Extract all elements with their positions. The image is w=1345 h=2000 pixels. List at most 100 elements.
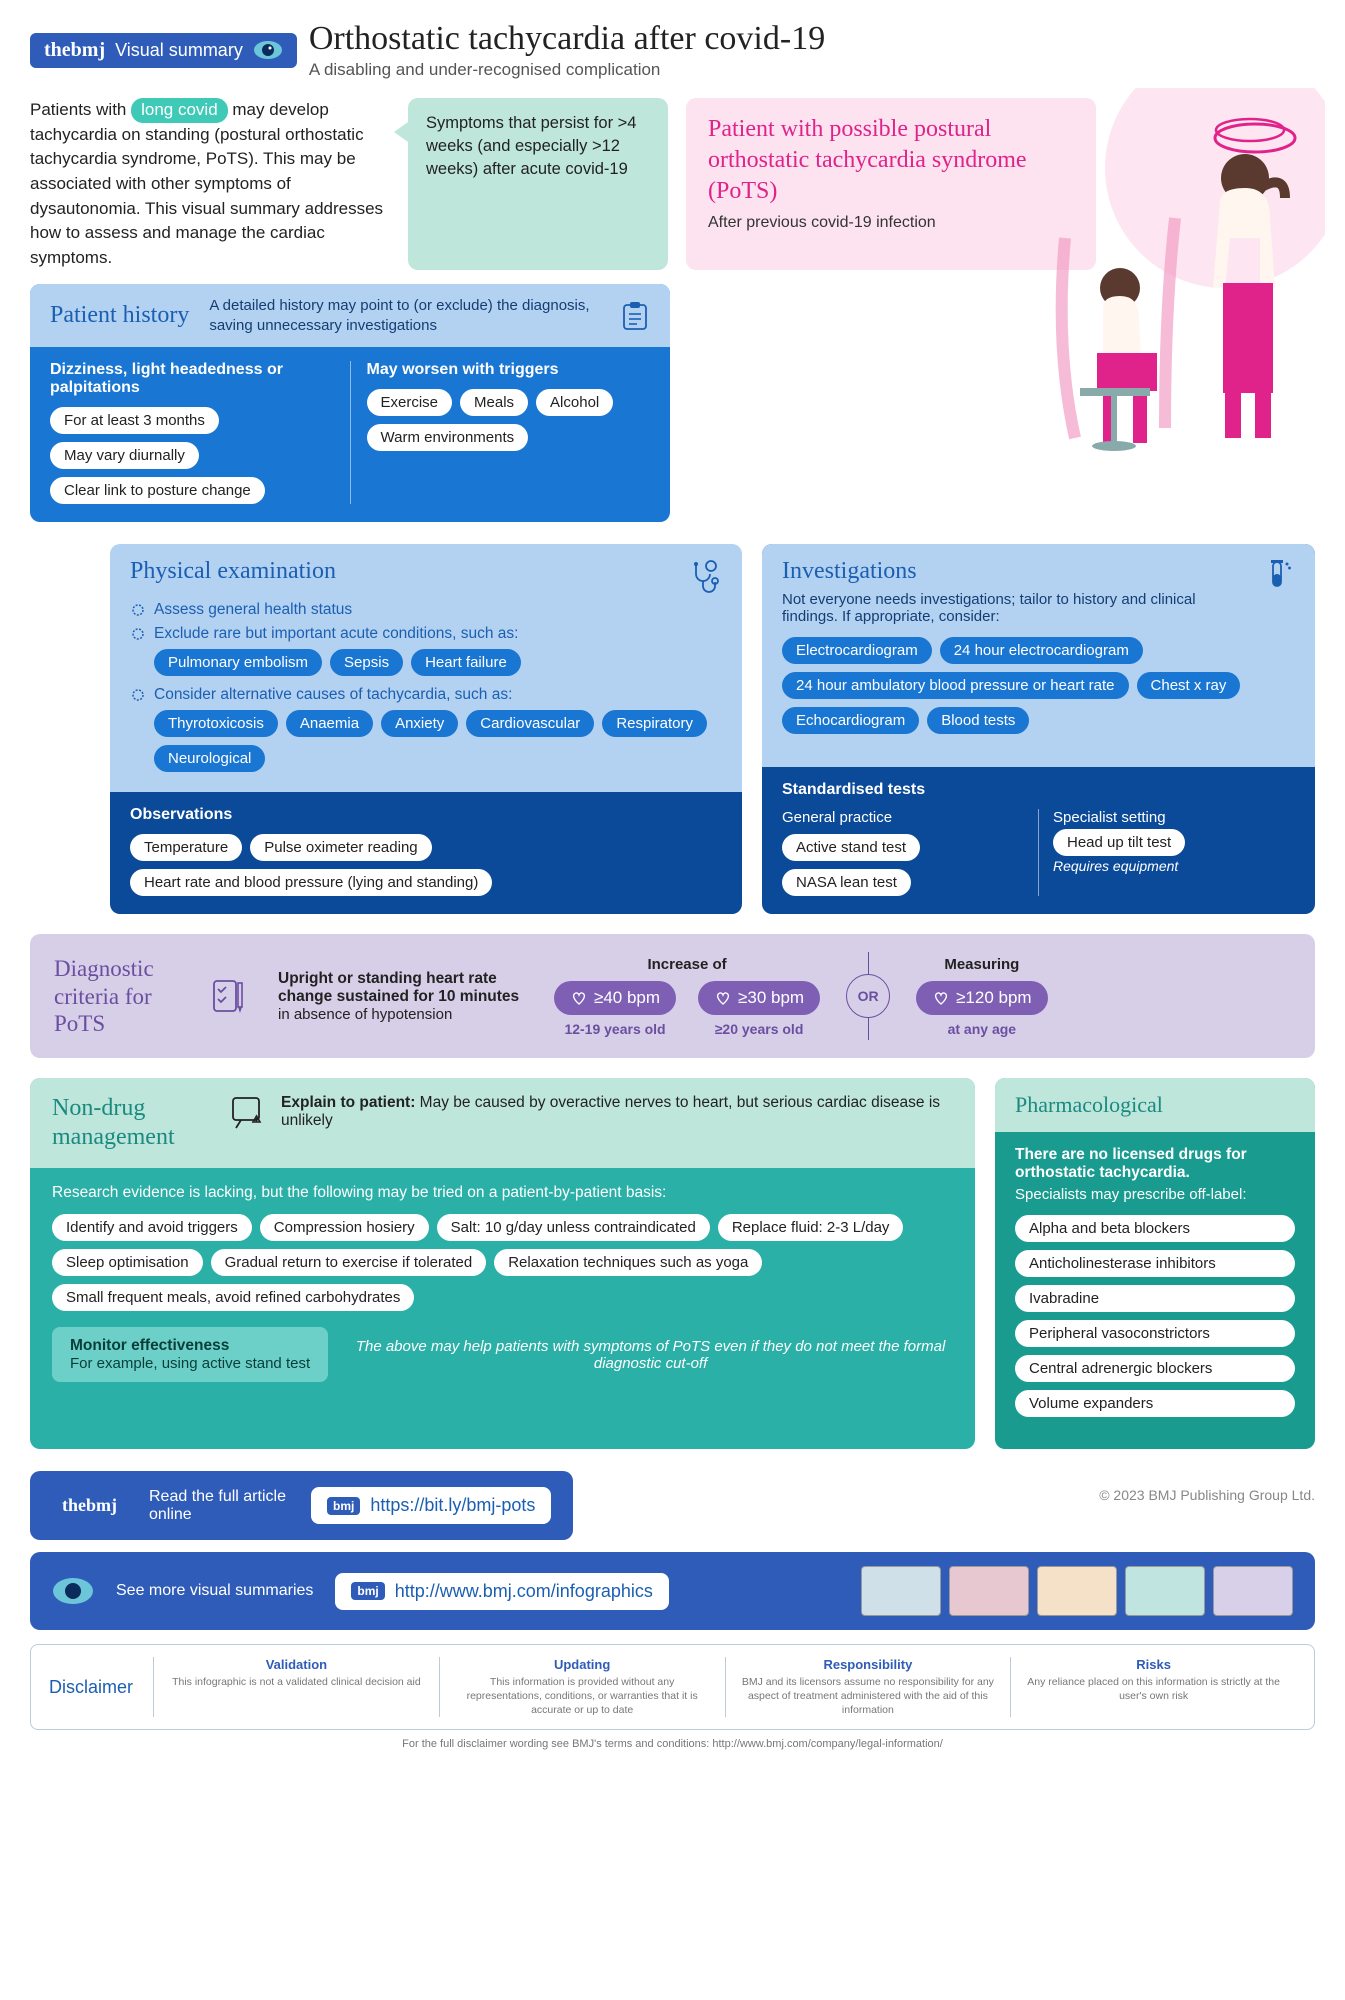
bmj-logo: thebmj Visual summary — [30, 33, 297, 68]
pill: Head up tilt test — [1053, 829, 1185, 856]
pill: Warm environments — [367, 424, 529, 451]
thumbnail[interactable] — [1037, 1566, 1117, 1616]
nondrug-card: Non-drug management Explain to patient: … — [30, 1078, 975, 1449]
callout-longcovid: Symptoms that persist for >4 weeks (and … — [408, 98, 668, 270]
diag-rest: in absence of hypotension — [278, 1006, 452, 1023]
history-title: Patient history — [50, 302, 189, 329]
intro-pre: Patients with — [30, 100, 131, 119]
exclude-text: Exclude rare but important acute conditi… — [154, 625, 518, 643]
nondrug-pills: Identify and avoid triggers Compression … — [52, 1214, 953, 1311]
history-left-col: Dizziness, light headedness or palpitati… — [50, 361, 351, 504]
pharma-body: There are no licensed drugs for orthosta… — [995, 1132, 1315, 1431]
see-more-row: See more visual summaries bmj http://www… — [30, 1552, 1315, 1630]
page-title: Orthostatic tachycardia after covid-19 — [309, 20, 825, 58]
pill: Active stand test — [782, 834, 920, 861]
physical-exam-card: Physical examination Assess general heal… — [110, 544, 742, 914]
pill: Temperature — [130, 834, 242, 861]
or-separator: OR — [846, 952, 890, 1040]
disclaimer-col: Validation This infographic is not a val… — [153, 1657, 439, 1717]
help-note: The above may help patients with symptom… — [348, 1338, 953, 1372]
header: thebmj Visual summary Orthostatic tachyc… — [30, 20, 1315, 80]
age30: ≥20 years old — [715, 1021, 804, 1037]
dl-h: Validation — [168, 1657, 425, 1672]
dl-h: Risks — [1025, 1657, 1282, 1672]
tilt-note: Requires equipment — [1053, 858, 1295, 874]
see-url-link[interactable]: bmj http://www.bmj.com/infographics — [335, 1573, 668, 1610]
thumbnail[interactable] — [949, 1566, 1029, 1616]
bpm40-text: ≥40 bpm — [594, 988, 660, 1008]
disclaimer-col: Risks Any reliance placed on this inform… — [1010, 1657, 1296, 1717]
pill: Pulse oximeter reading — [250, 834, 431, 861]
disclaimer-title: Disclaimer — [49, 1657, 153, 1717]
thumbnail[interactable] — [1213, 1566, 1293, 1616]
read-full-row: thebmj Read the full article online bmj … — [30, 1471, 573, 1540]
pill: Alcohol — [536, 389, 613, 416]
checklist-icon — [210, 975, 252, 1017]
illustration-dizzy-person — [1025, 88, 1325, 488]
pill: Heart rate and blood pressure (lying and… — [130, 869, 492, 896]
pill: Chest x ray — [1137, 672, 1241, 699]
bpm120-pill: ≥120 bpm — [916, 981, 1048, 1015]
pill: Pulmonary embolism — [154, 649, 322, 676]
pill: NASA lean test — [782, 869, 911, 896]
alternative-pills: Thyrotoxicosis Anaemia Anxiety Cardiovas… — [154, 710, 722, 772]
obs-title: Observations — [130, 806, 722, 824]
thumbnails — [861, 1566, 1293, 1616]
patient-history-card: Patient history A detailed history may p… — [30, 284, 670, 522]
intro-text: Patients with long covid may develop tac… — [30, 98, 390, 270]
pill: Small frequent meals, avoid refined carb… — [52, 1284, 414, 1311]
title-block: Orthostatic tachycardia after covid-19 A… — [309, 20, 825, 80]
bpm30-pill: ≥30 bpm — [698, 981, 820, 1015]
clipboard-icon — [620, 301, 650, 331]
monitor-row: Monitor effectiveness For example, using… — [52, 1327, 953, 1382]
disclaimer-row: Disclaimer Validation This infographic i… — [30, 1644, 1315, 1730]
history-left-heading: Dizziness, light headedness or palpitati… — [50, 361, 334, 397]
pill: Anaemia — [286, 710, 373, 737]
history-body: Dizziness, light headedness or palpitati… — [30, 347, 670, 522]
diag-text: Upright or standing heart rate change su… — [278, 970, 528, 1023]
pill: Volume expanders — [1015, 1390, 1295, 1417]
pill: Exercise — [367, 389, 453, 416]
dl-p: BMJ and its licensors assume no responsi… — [740, 1676, 997, 1717]
pill: Sleep optimisation — [52, 1249, 203, 1276]
pill: 24 hour electrocardiogram — [940, 637, 1143, 664]
history-right-pills: Exercise Meals Alcohol Warm environments — [367, 389, 651, 451]
test-tube-icon — [1261, 558, 1295, 592]
dl-h: Updating — [454, 1657, 711, 1672]
thumbnail[interactable] — [861, 1566, 941, 1616]
pill: For at least 3 months — [50, 407, 219, 434]
read-url-link[interactable]: bmj https://bit.ly/bmj-pots — [311, 1487, 551, 1524]
patient-headline-sub: After previous covid-19 infection — [708, 214, 1074, 232]
pharma-pills: Alpha and beta blockers Anticholinestera… — [1015, 1215, 1295, 1417]
copyright: © 2023 BMJ Publishing Group Ltd. — [1099, 1487, 1315, 1503]
nondrug-title: Non-drug management — [52, 1094, 203, 1152]
history-right-heading: May worsen with triggers — [367, 361, 651, 379]
gp-label: General practice — [782, 809, 1024, 826]
gp-col: General practice Active stand test NASA … — [782, 809, 1039, 896]
age120: at any age — [948, 1021, 1016, 1037]
specialist-col: Specialist setting Head up tilt test Req… — [1039, 809, 1295, 896]
exclude-pills: Pulmonary embolism Sepsis Heart failure — [154, 649, 722, 676]
nondrug-intro: Research evidence is lacking, but the fo… — [52, 1184, 953, 1202]
history-header: Patient history A detailed history may p… — [30, 284, 670, 347]
bpm40-col: ≥40 bpm 12-19 years old — [554, 981, 676, 1037]
invest-pills: Electrocardiogram 24 hour electrocardiog… — [782, 637, 1295, 734]
pill: Meals — [460, 389, 528, 416]
logo-text: thebmj — [44, 39, 105, 62]
stethoscope-icon — [686, 558, 722, 594]
patient-headline-title: Patient with possible postural orthostat… — [708, 114, 1074, 208]
bpm120-text: ≥120 bpm — [956, 988, 1032, 1008]
dl-p: This infographic is not a validated clin… — [168, 1676, 425, 1690]
pill: May vary diurnally — [50, 442, 199, 469]
pill: Respiratory — [602, 710, 707, 737]
pill: Ivabradine — [1015, 1285, 1295, 1312]
pill: Anxiety — [381, 710, 458, 737]
thumbnail[interactable] — [1125, 1566, 1205, 1616]
invest-title: Investigations — [782, 558, 1202, 585]
obs-pills: Temperature Pulse oximeter reading Heart… — [130, 834, 722, 896]
monitor-box: Monitor effectiveness For example, using… — [52, 1327, 328, 1382]
eye-icon — [52, 1577, 94, 1605]
pill: Heart failure — [411, 649, 521, 676]
pill: Cardiovascular — [466, 710, 594, 737]
pill: Salt: 10 g/day unless contraindicated — [437, 1214, 710, 1241]
